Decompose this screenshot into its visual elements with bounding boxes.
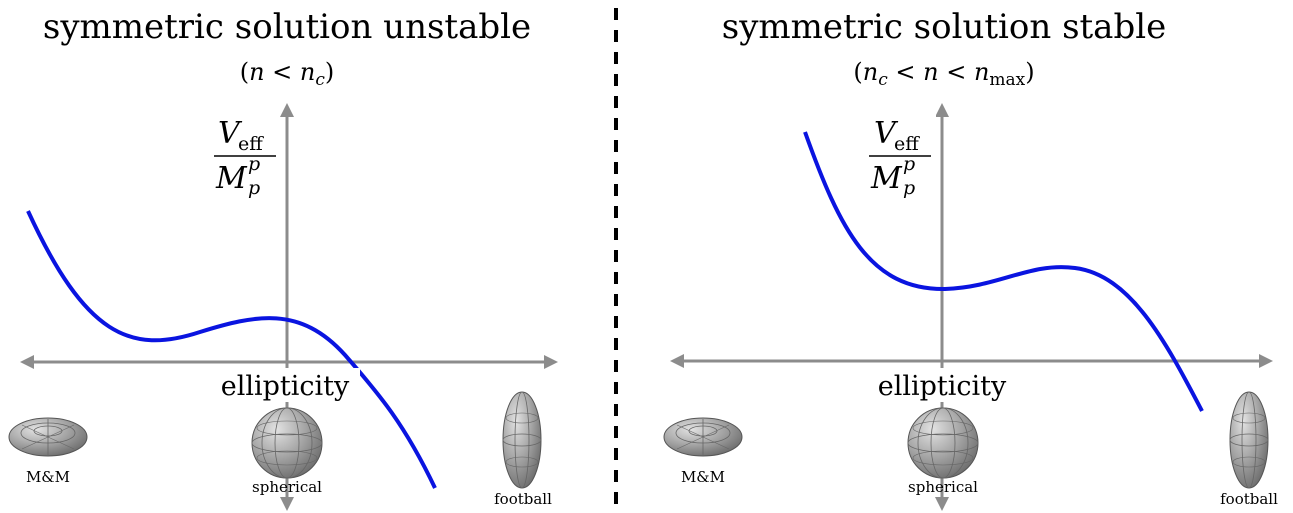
y-axis-label: V eff M p p [864,112,936,207]
shape-label-mm: M&M [26,468,70,486]
svg-text:ellipticity: ellipticity [878,371,1007,402]
svg-text:ellipticity: ellipticity [221,371,350,402]
x-axis-label: ellipticity [866,368,1016,402]
x-axis-arrow-right [1259,354,1273,368]
x-axis-arrow-left [670,354,684,368]
sphere-icon [251,407,323,479]
panel-unstable: symmetric solution unstable (n < nc) V e… [8,7,558,511]
potential-curve [26,210,437,489]
y-axis-label: V eff M p p [210,112,280,207]
svg-text:M: M [215,161,248,196]
potential-curve [803,131,1204,412]
svg-text:eff: eff [238,133,264,155]
oblate-spheroid-icon [663,417,743,457]
prolate-spheroid-icon [1229,391,1269,489]
y-axis-arrow-up [280,103,294,117]
svg-text:V: V [874,116,899,151]
svg-text:p: p [903,153,915,175]
sphere-icon [907,407,979,479]
svg-text:p: p [248,177,260,199]
y-axis-arrow-up [935,103,949,117]
x-axis-arrow-left [20,355,34,369]
svg-text:p: p [248,153,260,175]
x-axis-arrow-right [544,355,558,369]
shape-label-spherical: spherical [908,478,978,496]
y-axis-arrow-down [935,497,949,511]
svg-text:eff: eff [894,133,920,155]
panel-condition: (n < nc) [240,58,335,90]
shape-label-spherical: spherical [252,478,322,496]
svg-text:V: V [218,116,243,151]
y-axis-arrow-down [280,497,294,511]
shape-label-football: football [494,490,552,508]
panel-condition: (nc < n < nmax) [853,58,1034,90]
svg-text:M: M [870,161,903,196]
panel-title: symmetric solution unstable [43,7,531,47]
svg-text:p: p [903,177,915,199]
shape-label-football: football [1220,490,1278,508]
panel-stable: symmetric solution stable (nc < n < nmax… [663,7,1278,511]
prolate-spheroid-icon [502,391,542,489]
oblate-spheroid-icon [8,417,88,457]
x-axis-label: ellipticity [210,368,360,402]
shape-label-mm: M&M [681,468,725,486]
panel-title: symmetric solution stable [722,7,1166,47]
